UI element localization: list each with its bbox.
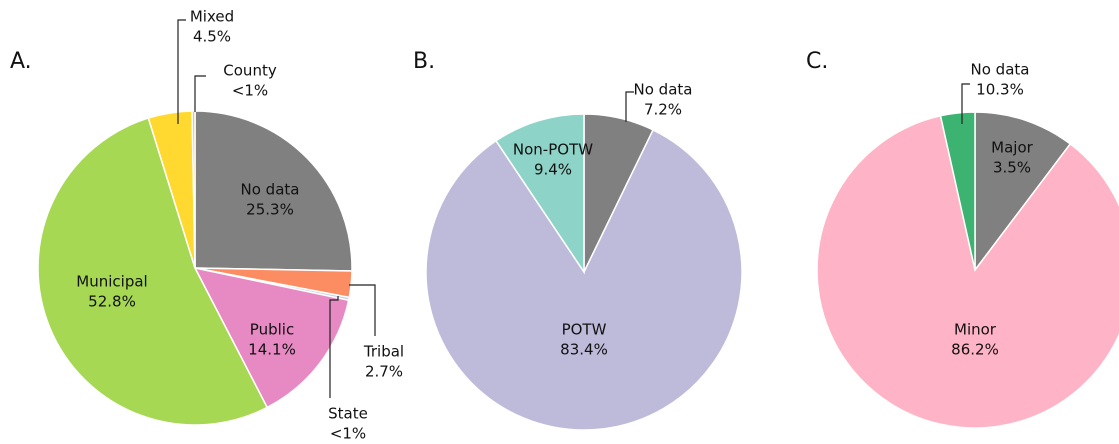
slice-value-label: 7.2% xyxy=(644,101,682,119)
leader-line xyxy=(194,75,206,112)
panel-label: C. xyxy=(806,49,828,74)
slice-value-label: 86.2% xyxy=(951,341,999,359)
panel-label: A. xyxy=(10,49,32,74)
slice-label: No data xyxy=(971,61,1030,79)
slice-value-label: 9.4% xyxy=(534,161,572,179)
slice-label: Major xyxy=(991,139,1033,157)
slice-label: Mixed xyxy=(190,8,234,26)
slice-value-label: 52.8% xyxy=(88,293,136,311)
leader-line xyxy=(961,83,970,124)
pie-slice xyxy=(37,117,269,426)
pie-slice xyxy=(425,128,743,431)
pie-slice xyxy=(974,111,1072,273)
slice-label: POTW xyxy=(562,321,607,339)
leader-line xyxy=(349,284,376,336)
slice-value-label: 14.1% xyxy=(248,341,296,359)
slice-value-label: 10.3% xyxy=(976,81,1024,99)
leader-line xyxy=(625,91,634,122)
slice-label: Municipal xyxy=(76,273,147,291)
pie-slice xyxy=(939,111,976,271)
slice-label: Minor xyxy=(954,321,997,339)
slice-value-label: 83.4% xyxy=(560,341,608,359)
pie-slice xyxy=(193,266,350,409)
pie-slice xyxy=(816,114,1119,429)
slice-label: County xyxy=(223,62,277,80)
slice-label: Public xyxy=(250,321,294,339)
pie-slice xyxy=(494,113,585,275)
slice-value-label: 4.5% xyxy=(193,28,231,46)
slice-value-label: 25.3% xyxy=(246,201,294,219)
slice-label: State xyxy=(328,405,368,423)
leader-line xyxy=(177,19,186,124)
slice-label: No data xyxy=(241,181,300,199)
pie-slice xyxy=(194,110,353,272)
leader-line xyxy=(329,296,339,398)
slice-label: No data xyxy=(634,81,693,99)
slice-value-label: 3.5% xyxy=(993,159,1031,177)
slice-value-label: <1% xyxy=(330,425,366,443)
slice-value-label: 2.7% xyxy=(365,363,403,381)
slice-label: Tribal xyxy=(363,343,404,361)
panel-label: B. xyxy=(413,49,435,74)
slice-label: Non-POTW xyxy=(513,141,593,159)
slice-value-label: <1% xyxy=(232,82,268,100)
